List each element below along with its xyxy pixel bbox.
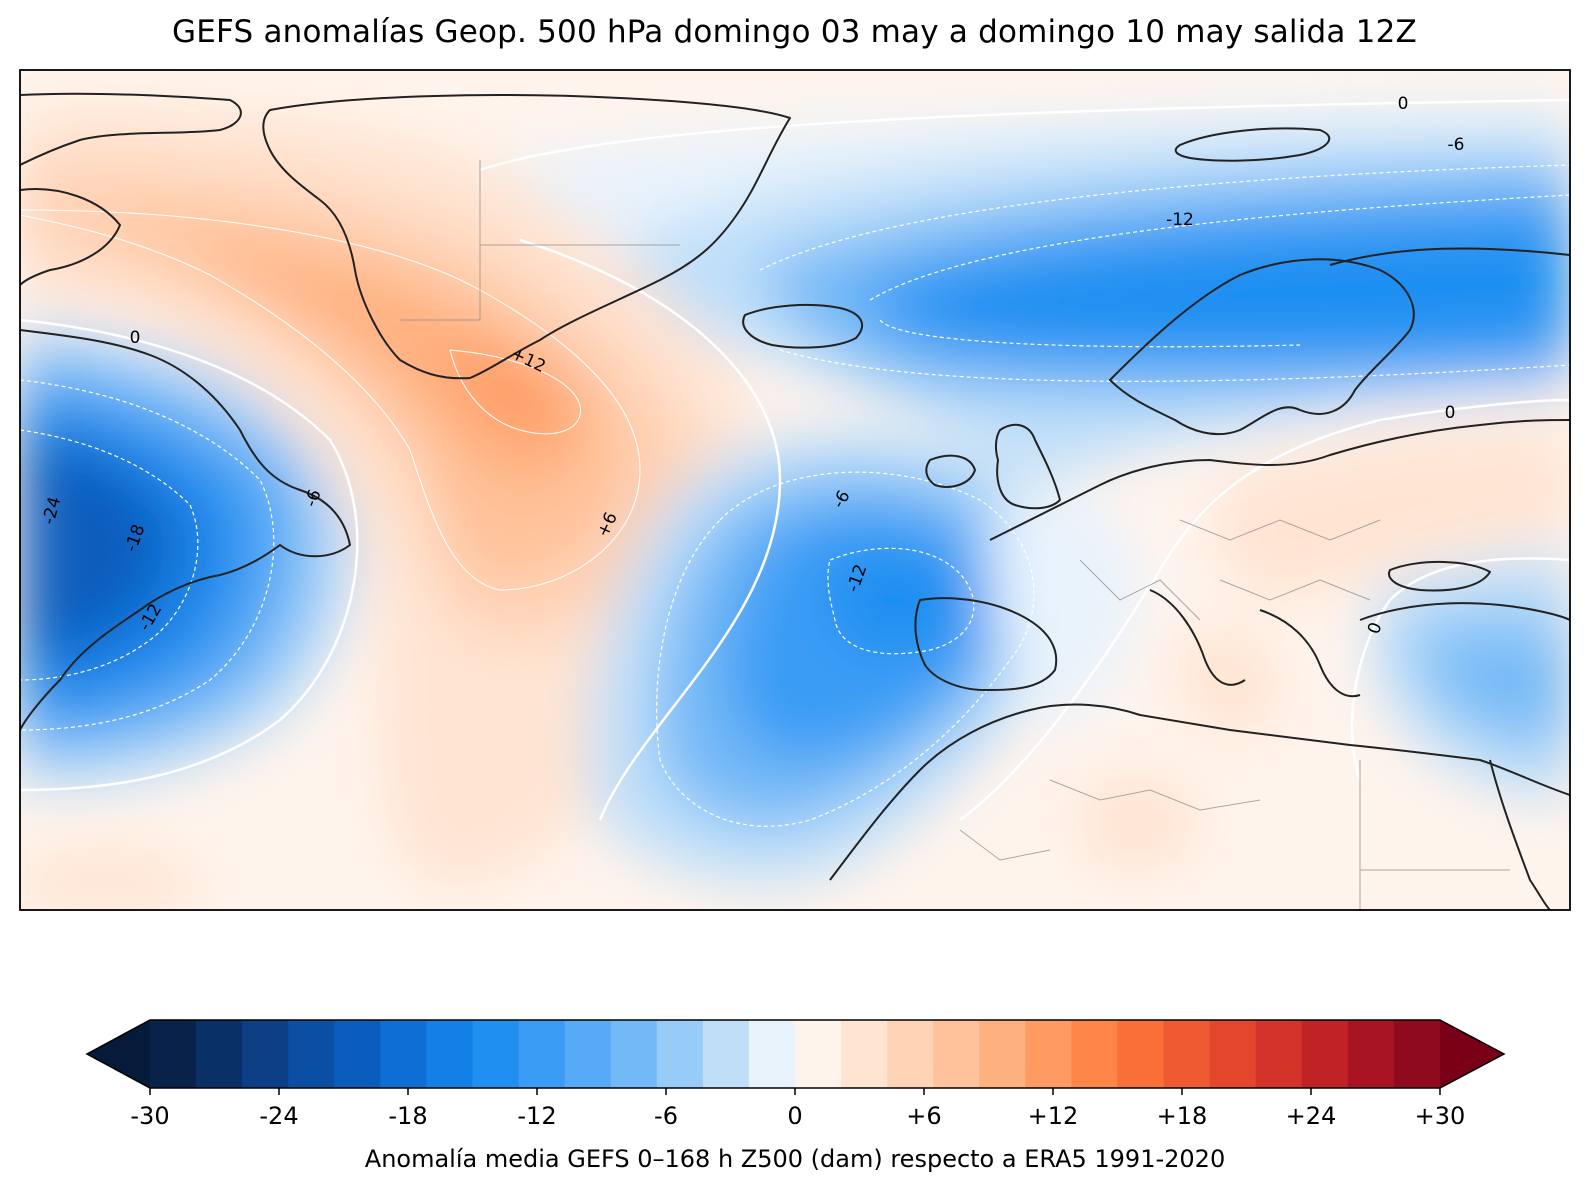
colorbar-segment: [1025, 1020, 1073, 1088]
colorbar-segment: [472, 1020, 520, 1088]
colorbar-segment: [1301, 1020, 1349, 1088]
colorbar-tick-label: +18: [1157, 1102, 1208, 1130]
colorbar-segment: [933, 1020, 980, 1088]
colorbar-segment: [1117, 1020, 1165, 1088]
colorbar-segment: [242, 1020, 289, 1088]
contour-label: 0: [130, 328, 141, 348]
colorbar-segment: [150, 1020, 197, 1088]
contour-label: -6: [301, 487, 326, 510]
colorbar-segment: [841, 1020, 888, 1088]
map-frame: [19, 69, 1571, 911]
contour-label: -6: [1448, 135, 1465, 155]
colorbar-segment: [426, 1020, 474, 1088]
colorbar-segment: [979, 1020, 1026, 1088]
colorbar-tick-label: +6: [906, 1102, 941, 1130]
colorbar-segment: [564, 1020, 612, 1088]
colorbar-tick-label: +12: [1028, 1102, 1079, 1130]
british-isles-outline: [994, 423, 1061, 510]
colorbar-segment: [887, 1020, 934, 1088]
colorbar-segment: [380, 1020, 428, 1088]
europe-outline: [989, 419, 1570, 541]
colorbar-segment: [288, 1020, 335, 1088]
iceland-outline: [742, 303, 864, 349]
greenland-outline: [262, 94, 791, 380]
colorbar-under-arrow: [87, 1020, 150, 1088]
colorbar-over-arrow: [1440, 1020, 1504, 1088]
colorbar-tick-label: 0: [787, 1102, 802, 1130]
map-title: GEFS anomalías Geop. 500 hPa domingo 03 …: [172, 14, 1417, 50]
colorbar-segment: [518, 1020, 566, 1088]
colorbar-segment: [196, 1020, 243, 1088]
colorbar-segment: [1163, 1020, 1211, 1088]
north-africa-outline: [829, 703, 1570, 881]
colorbar-segment: [795, 1020, 842, 1088]
colorbar-tick-label: +30: [1415, 1102, 1466, 1130]
colorbar-tick-label: -12: [517, 1102, 556, 1130]
colorbar-segment: [1209, 1020, 1257, 1088]
colorbar-segment: [334, 1020, 381, 1088]
scandinavia-outline: [1109, 258, 1415, 436]
contour-label: -12: [1166, 210, 1194, 230]
colorbar-tick-label: -6: [654, 1102, 678, 1130]
colorbar-segment: [610, 1020, 658, 1088]
colorbar-segment: [1255, 1020, 1303, 1088]
colorbar-tick-label: -18: [388, 1102, 427, 1130]
colorbar-label: Anomalía media GEFS 0–168 h Z500 (dam) r…: [365, 1145, 1225, 1173]
colorbar-segment: [656, 1020, 704, 1088]
colorbar-segment: [702, 1020, 750, 1088]
colorbar-tick-label: -24: [259, 1102, 298, 1130]
colorbar-tick-label: +24: [1286, 1102, 1337, 1130]
colorbar-segment: [748, 1020, 796, 1088]
colorbar-segment: [1347, 1020, 1395, 1088]
colorbar-segment: [1071, 1020, 1119, 1088]
colorbar-segment: [1393, 1020, 1441, 1088]
colorbar-tick-label: -30: [130, 1102, 169, 1130]
contour-label: 0: [1445, 403, 1456, 423]
contour-label: 0: [1398, 94, 1409, 114]
